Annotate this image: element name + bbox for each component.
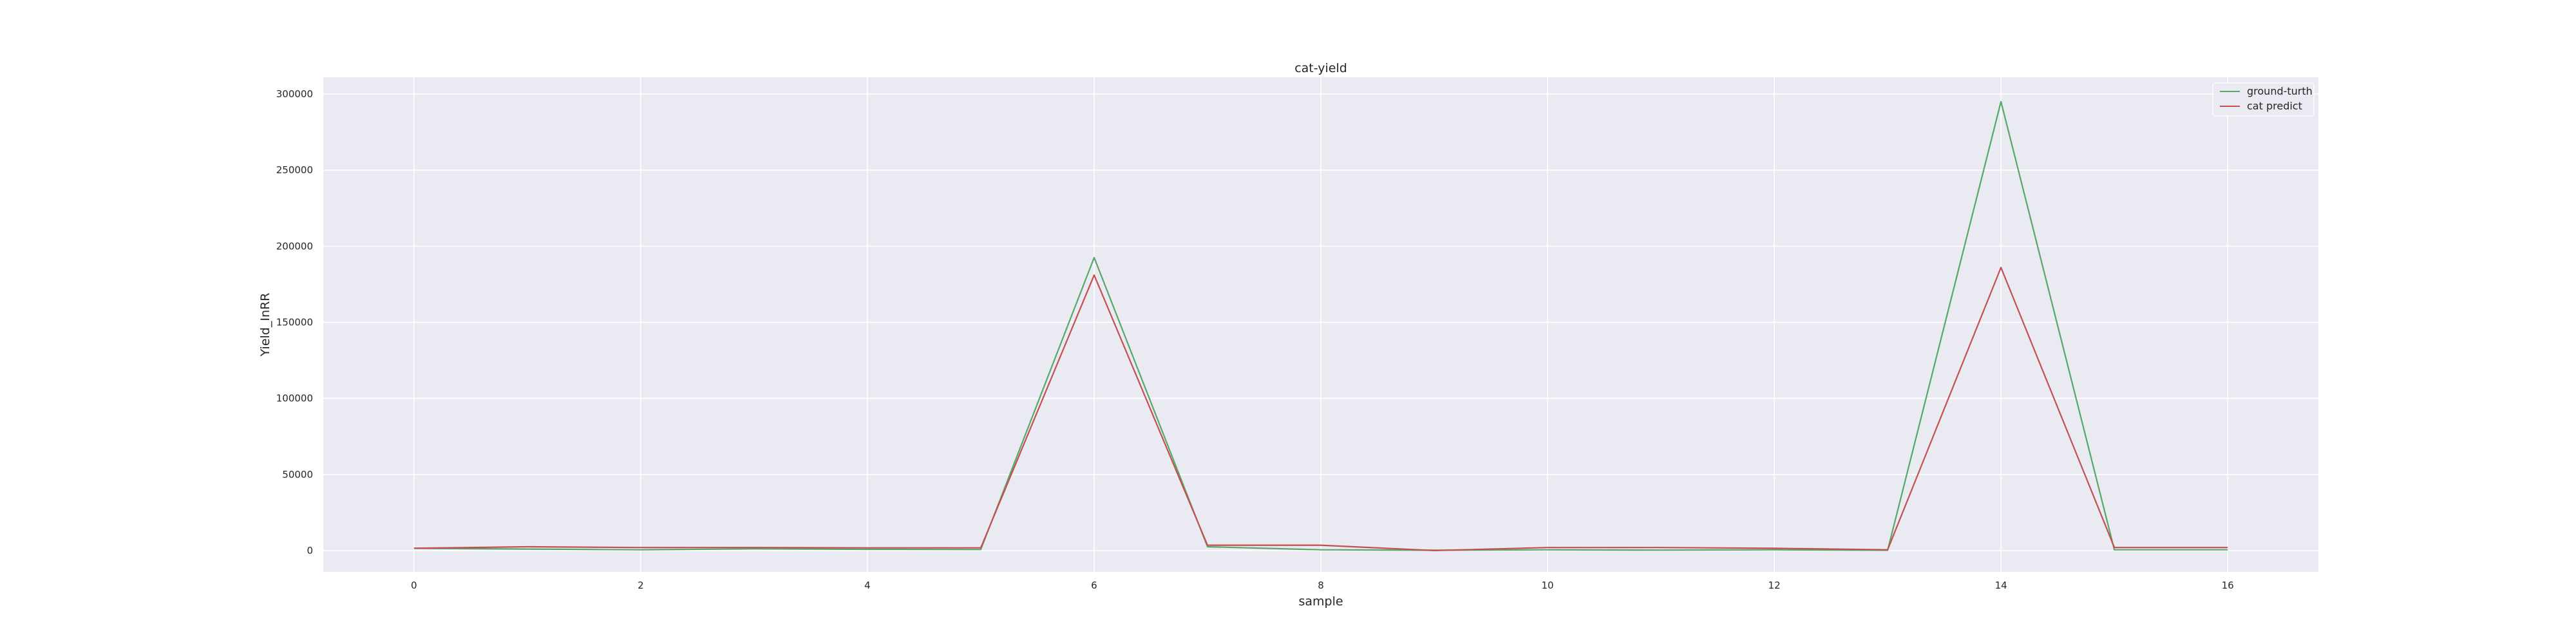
grid-lines (323, 77, 2318, 572)
x-tick-label: 2 (638, 580, 644, 591)
y-tick-label: 100000 (276, 393, 313, 404)
x-tick-label: 14 (1995, 580, 2007, 591)
x-tick-label: 12 (1768, 580, 1781, 591)
y-tick-label: 50000 (282, 469, 313, 480)
legend-label-cat-predict: cat predict (2247, 100, 2302, 112)
series-lines (413, 100, 2228, 552)
x-tick-label: 16 (2222, 580, 2234, 591)
series-line-ground-turth (413, 100, 2228, 551)
y-axis-label: Yield_InRR (258, 293, 272, 357)
legend-label-ground-turth: ground-turth (2247, 85, 2313, 97)
legend: ground-turth cat predict (2212, 82, 2315, 117)
tick-labels: 0 50000 100000 150000 200000 250000 300000 0 2 4 6… (276, 88, 2234, 591)
series-line-cat-predict (413, 267, 2228, 552)
y-tick-label: 250000 (276, 164, 313, 176)
x-tick-label: 6 (1091, 580, 1097, 591)
y-tick-label: 300000 (276, 88, 313, 100)
chart-title: cat-yield (1294, 61, 1347, 75)
y-tick-label: 200000 (276, 240, 313, 252)
x-axis-label: sample (1298, 594, 1343, 609)
y-tick-label: 150000 (276, 316, 313, 328)
x-tick-label: 4 (864, 580, 871, 591)
y-tick-label: 0 (307, 545, 313, 556)
x-tick-label: 0 (411, 580, 417, 591)
x-tick-label: 8 (1318, 580, 1324, 591)
x-tick-label: 10 (1541, 580, 1553, 591)
